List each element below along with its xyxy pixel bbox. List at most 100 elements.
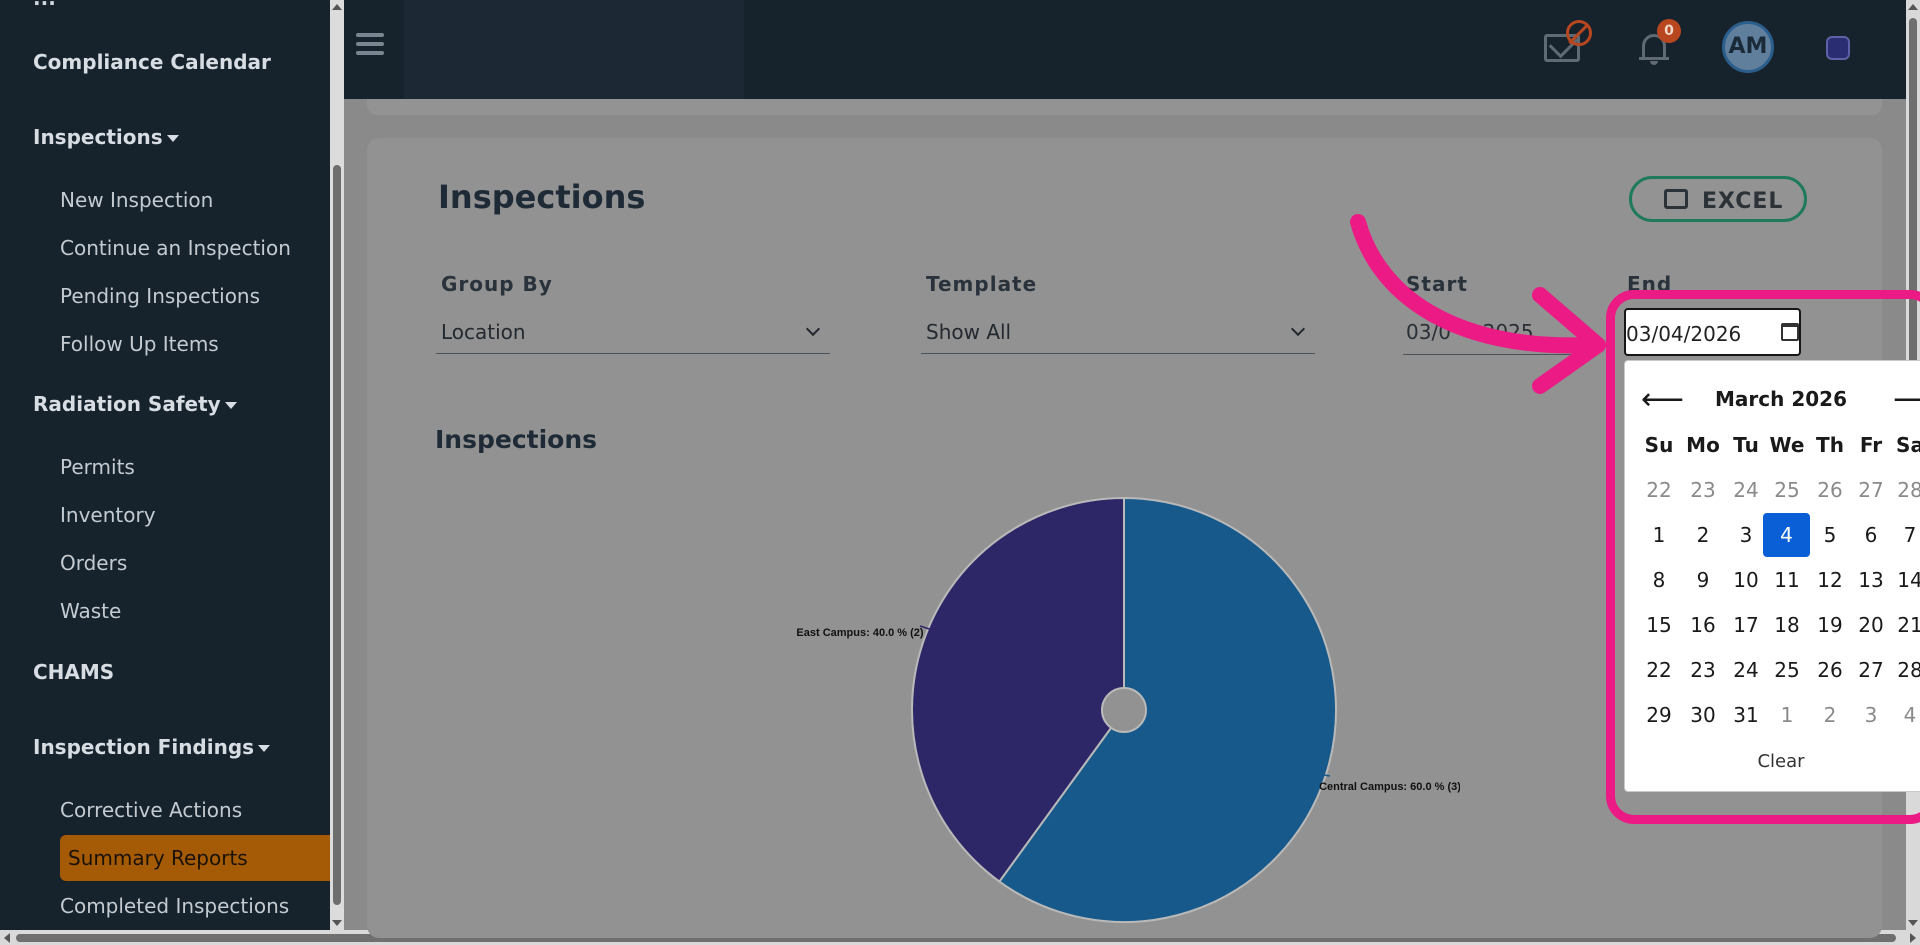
start-date-underline (1403, 354, 1575, 355)
blocked-icon (1566, 20, 1592, 46)
calendar-day[interactable]: 1 (1780, 703, 1794, 727)
group-by-value: Location (441, 320, 526, 344)
calendar-day[interactable]: 13 (1858, 568, 1884, 592)
sidebar-section-compliance-calendar[interactable]: Compliance Calendar (33, 50, 271, 74)
sidebar-section-inspection-findings[interactable]: Inspection Findings (33, 735, 271, 759)
start-label: Start (1406, 272, 1468, 296)
sidebar-item-pending-inspections[interactable]: Pending Inspections (60, 284, 261, 308)
calendar-day[interactable]: 10 (1733, 568, 1759, 592)
top-header: 0 AM (344, 0, 1906, 99)
prev-month-icon[interactable]: ⟵ (1641, 382, 1685, 417)
calendar-day[interactable]: 16 (1690, 613, 1716, 637)
calendar-day[interactable]: 31 (1733, 703, 1759, 727)
calendar-day[interactable]: 14 (1897, 568, 1920, 592)
sidebar-section-label: Inspections (33, 125, 163, 149)
calendar-day[interactable]: 1 (1652, 523, 1666, 547)
end-date-value: 03/04/2026 (1626, 322, 1742, 346)
template-label: Template (926, 272, 1038, 296)
calendar-day[interactable]: 3 (1864, 703, 1878, 727)
sidebar-item-continue-an-inspection[interactable]: Continue an Inspection (60, 236, 291, 260)
chevron-down-icon (805, 321, 821, 337)
mail-icon[interactable] (1544, 34, 1580, 62)
sidebar-section-label: Radiation Safety (33, 392, 221, 416)
annotation-arrow (1350, 214, 1606, 394)
notification-badge: 0 (1657, 19, 1681, 43)
datepicker-clear-button[interactable]: Clear (1757, 751, 1805, 772)
pie-data-label: Central Campus: 60.0 % (3) (1319, 781, 1460, 793)
calendar-day[interactable]: 2 (1696, 523, 1710, 547)
calendar-day[interactable]: 29 (1646, 703, 1672, 727)
menu-icon[interactable] (356, 33, 384, 55)
calendar-day[interactable]: 20 (1858, 613, 1884, 637)
calendar-day[interactable]: 9 (1696, 568, 1710, 592)
calendar-day[interactable]: 26 (1817, 478, 1843, 502)
calendar-day[interactable]: 30 (1690, 703, 1716, 727)
sidebar-item-corrective-actions[interactable]: Corrective Actions (60, 798, 243, 822)
group-by-select[interactable]: Location (436, 310, 830, 354)
app-logo-icon[interactable] (1826, 36, 1850, 60)
sidebar-item-inventory[interactable]: Inventory (60, 503, 156, 527)
caret-down-icon (258, 745, 271, 752)
calendar-day[interactable]: 22 (1646, 478, 1672, 502)
calendar-day[interactable]: 22 (1646, 658, 1672, 682)
calendar-day[interactable]: 18 (1774, 613, 1800, 637)
bell-icon[interactable] (1639, 30, 1669, 65)
pie-label-leader (919, 625, 983, 647)
pie-center-hole (1101, 687, 1147, 733)
user-avatar[interactable]: AM (1722, 21, 1774, 73)
next-month-icon[interactable]: ⟶ (1893, 385, 1920, 415)
datepicker-header: ⟵ March 2026 ⟶ (1625, 383, 1920, 419)
calendar-day[interactable]: 12 (1817, 568, 1843, 592)
calendar-icon[interactable] (1781, 323, 1799, 341)
calendar-day[interactable]: 5 (1823, 523, 1837, 547)
end-date-input[interactable]: 03/04/2026 (1624, 308, 1801, 356)
sidebar-section-label: Inspection Findings (33, 735, 255, 759)
calendar-day[interactable]: 4 (1903, 703, 1917, 727)
sidebar-item-orders[interactable]: Orders (60, 551, 128, 575)
calendar-day[interactable]: 25 (1774, 658, 1800, 682)
calendar-day[interactable]: 26 (1817, 658, 1843, 682)
calendar-day[interactable]: 19 (1817, 613, 1843, 637)
sidebar-item-waste[interactable]: Waste (60, 599, 122, 623)
calendar-day[interactable]: 11 (1774, 568, 1800, 592)
calendar-day[interactable]: 23 (1690, 478, 1716, 502)
sidebar-item-new-inspection[interactable]: New Inspection (60, 188, 214, 212)
weekday-header: Fr (1859, 433, 1883, 457)
calendar-day[interactable]: 25 (1774, 478, 1800, 502)
page-title: Inspections (438, 178, 646, 216)
sidebar-item-permits[interactable]: Permits (60, 455, 135, 479)
calendar-day[interactable]: 24 (1733, 478, 1759, 502)
sidebar-section-chams[interactable]: CHAMS (33, 660, 114, 684)
sidebar-item-follow-up-items[interactable]: Follow Up Items (60, 332, 219, 356)
calendar-day[interactable]: 3 (1739, 523, 1753, 547)
calendar-day[interactable]: 21 (1897, 613, 1920, 637)
calendar-day[interactable]: 27 (1858, 658, 1884, 682)
calendar-day[interactable]: 7 (1903, 523, 1917, 547)
calendar-day[interactable]: 2 (1823, 703, 1837, 727)
calendar-day[interactable]: 23 (1690, 658, 1716, 682)
calendar-day[interactable]: 28 (1897, 478, 1920, 502)
sidebar-scrollbar[interactable] (330, 0, 344, 930)
share-icon (1664, 189, 1688, 209)
caret-down-icon (224, 402, 237, 409)
calendar-day[interactable]: 15 (1646, 613, 1672, 637)
caret-down-icon (166, 135, 179, 142)
pie-slice-east-campus[interactable] (911, 496, 1125, 883)
excel-export-button[interactable]: EXCEL (1629, 176, 1807, 222)
calendar-day[interactable]: 27 (1858, 478, 1884, 502)
calendar-day[interactable]: 24 (1733, 658, 1759, 682)
selected-day[interactable]: 4 (1763, 513, 1810, 557)
calendar-day[interactable]: 8 (1652, 568, 1666, 592)
calendar-day[interactable]: 6 (1864, 523, 1878, 547)
sidebar-item-summary-reports[interactable]: Summary Reports (60, 835, 330, 881)
sidebar-clipped-item[interactable]: ... (33, 0, 56, 10)
sidebar-section-inspections[interactable]: Inspections (33, 125, 179, 149)
sidebar-item-completed-inspections[interactable]: Completed Inspections (60, 894, 290, 918)
sidebar-section-label: CHAMS (33, 660, 115, 684)
pie-label-leader (1264, 764, 1331, 777)
sidebar-section-radiation-safety[interactable]: Radiation Safety (33, 392, 237, 416)
datepicker-month-label: March 2026 (1715, 387, 1847, 411)
calendar-day[interactable]: 28 (1897, 658, 1920, 682)
calendar-day[interactable]: 17 (1733, 613, 1759, 637)
template-select[interactable]: Show All (921, 310, 1315, 354)
